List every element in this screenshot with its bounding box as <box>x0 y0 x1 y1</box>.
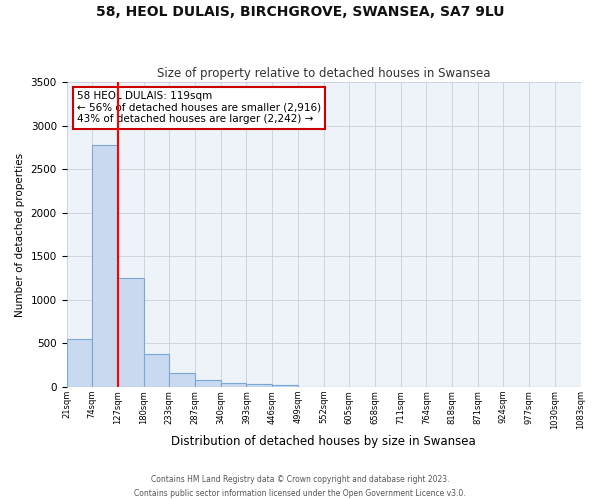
Bar <box>247 384 272 387</box>
Bar <box>92 145 118 387</box>
X-axis label: Distribution of detached houses by size in Swansea: Distribution of detached houses by size … <box>171 434 476 448</box>
Bar <box>272 386 298 387</box>
Y-axis label: Number of detached properties: Number of detached properties <box>15 152 25 316</box>
Bar <box>67 339 92 387</box>
Bar <box>169 373 195 387</box>
Bar <box>143 354 169 387</box>
Bar <box>221 382 247 387</box>
Text: 58, HEOL DULAIS, BIRCHGROVE, SWANSEA, SA7 9LU: 58, HEOL DULAIS, BIRCHGROVE, SWANSEA, SA… <box>96 5 504 19</box>
Text: 58 HEOL DULAIS: 119sqm
← 56% of detached houses are smaller (2,916)
43% of detac: 58 HEOL DULAIS: 119sqm ← 56% of detached… <box>77 91 321 124</box>
Text: Contains HM Land Registry data © Crown copyright and database right 2023.
Contai: Contains HM Land Registry data © Crown c… <box>134 476 466 498</box>
Bar <box>195 380 221 387</box>
Title: Size of property relative to detached houses in Swansea: Size of property relative to detached ho… <box>157 66 490 80</box>
Bar <box>118 278 143 387</box>
